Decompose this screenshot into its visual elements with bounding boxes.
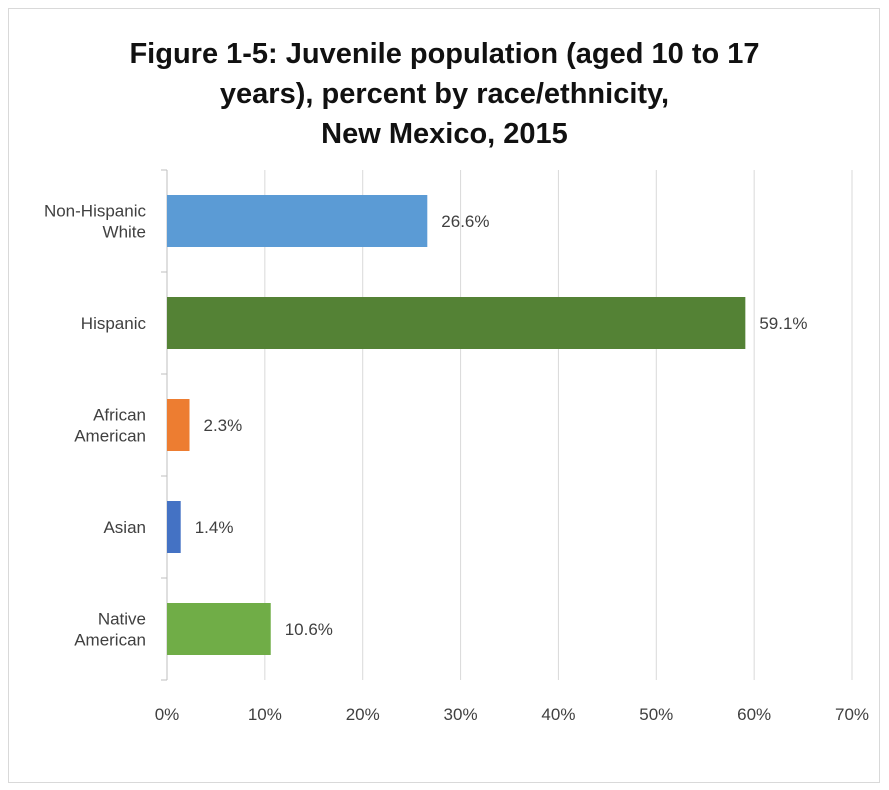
data-label: 26.6%: [441, 212, 489, 231]
data-label: 2.3%: [204, 416, 243, 435]
x-tick-label: 10%: [248, 705, 282, 724]
data-label: 1.4%: [195, 518, 234, 537]
data-label: 10.6%: [285, 620, 333, 639]
category-label: White: [103, 223, 146, 242]
bar: [167, 297, 746, 349]
chart-title-line: years), percent by race/ethnicity,: [219, 78, 670, 110]
category-label: Non-Hispanic: [44, 202, 147, 221]
chart-title-line: Figure 1-5: Juvenile population (aged 10…: [129, 38, 760, 70]
x-tick-label: 60%: [737, 705, 771, 724]
bar: [167, 501, 181, 553]
category-label: Hispanic: [81, 314, 147, 333]
category-label: American: [74, 427, 146, 446]
chart-title-line: New Mexico, 2015: [321, 118, 568, 150]
x-tick-label: 30%: [444, 705, 478, 724]
x-tick-label: 20%: [346, 705, 380, 724]
x-tick-label: 0%: [155, 705, 180, 724]
category-label: Native: [98, 610, 146, 629]
x-tick-label: 40%: [541, 705, 575, 724]
x-tick-label: 50%: [639, 705, 673, 724]
category-label: Asian: [103, 518, 146, 537]
bar: [167, 603, 271, 655]
data-label: 59.1%: [759, 314, 807, 333]
x-tick-label: 70%: [835, 705, 869, 724]
category-label: African: [93, 406, 146, 425]
chart-frame: [8, 8, 880, 783]
chart-title: Figure 1-5: Juvenile population (aged 10…: [0, 34, 889, 154]
bar: [167, 399, 190, 451]
bar: [167, 195, 428, 247]
category-label: American: [74, 631, 146, 650]
